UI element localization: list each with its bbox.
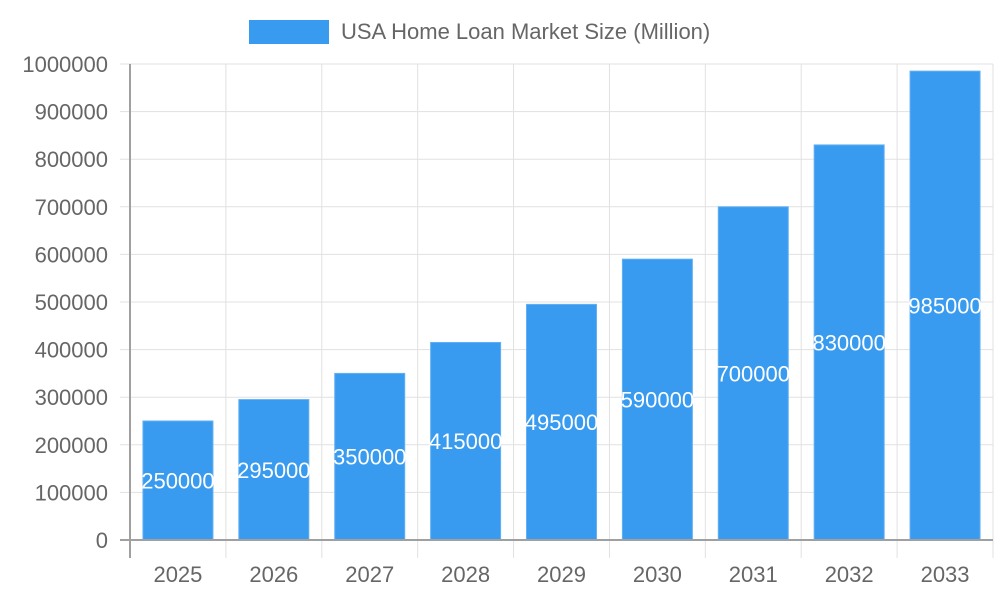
bar-2031[interactable] (717, 206, 789, 541)
x-tick-label: 2031 (729, 562, 778, 587)
y-tick-label: 100000 (35, 480, 108, 505)
y-tick-label: 500000 (35, 290, 108, 315)
y-tick-label: 800000 (35, 147, 108, 172)
y-tick-label: 700000 (35, 195, 108, 220)
data-label: 350000 (333, 445, 406, 470)
y-tick-label: 1000000 (22, 52, 108, 77)
y-tick-label: 200000 (35, 433, 108, 458)
bars (142, 70, 981, 541)
legend-label: USA Home Loan Market Size (Million) (341, 19, 711, 44)
x-tick-label: 2026 (249, 562, 298, 587)
y-axis-labels: 0 100000 200000 300000 400000 500000 600000 700… (22, 52, 108, 553)
chart-legend[interactable]: USA Home Loan Market Size (Million) (249, 19, 710, 45)
x-tick-label: 2027 (345, 562, 394, 587)
x-tick-label: 2032 (825, 562, 874, 587)
bar-2028[interactable] (430, 341, 502, 541)
data-label: 985000 (908, 294, 981, 319)
data-label: 590000 (621, 388, 694, 413)
bar-2033[interactable] (909, 70, 981, 541)
bar-2029[interactable] (526, 303, 597, 541)
x-tick-label: 2029 (537, 562, 586, 587)
x-tick-label: 2025 (153, 562, 202, 587)
bar-2026[interactable] (238, 399, 310, 541)
data-label: 495000 (525, 410, 598, 435)
data-label: 295000 (237, 458, 310, 483)
x-axis-labels: 2025 2026 2027 2028 2029 2030 2031 2032 2033 (153, 562, 969, 587)
y-tick-label: 600000 (35, 242, 108, 267)
bar-2025[interactable] (142, 420, 214, 541)
y-tick-label: 300000 (35, 385, 108, 410)
axes (120, 64, 993, 558)
y-tick-label: 900000 (35, 100, 108, 125)
bar-2030[interactable] (621, 258, 693, 541)
data-label: 700000 (717, 361, 790, 386)
bar-2032[interactable] (813, 144, 885, 541)
data-labels: 250000 295000 350000 415000 495000 590000 7000… (141, 294, 982, 494)
y-tick-label: 400000 (35, 338, 108, 363)
y-tick-label: 0 (96, 528, 108, 553)
data-label: 830000 (812, 330, 885, 355)
bar-2027[interactable] (334, 372, 406, 541)
legend-swatch (249, 20, 329, 44)
data-label: 415000 (429, 429, 502, 454)
x-tick-label: 2033 (921, 562, 970, 587)
x-tick-label: 2028 (441, 562, 490, 587)
x-tick-label: 2030 (633, 562, 682, 587)
data-label: 250000 (141, 469, 214, 494)
